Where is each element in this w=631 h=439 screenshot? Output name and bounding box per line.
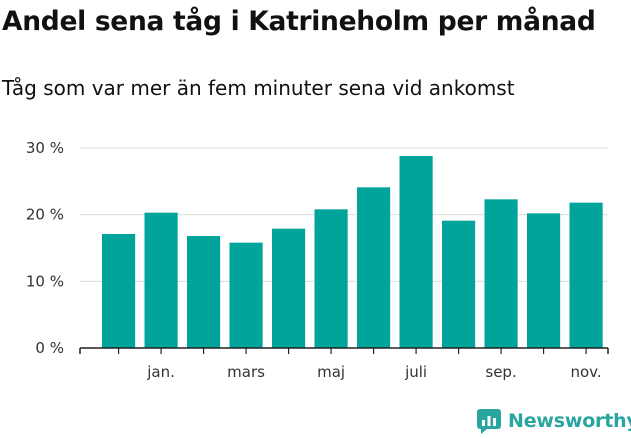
y-tick-label: 30 % (26, 139, 64, 157)
bar (229, 242, 263, 348)
bar (144, 212, 178, 348)
x-tick-label: juli (404, 363, 427, 381)
chart-subtitle: Tåg som var mer än fem minuter sena vid … (2, 76, 515, 100)
bar (102, 234, 136, 348)
y-tick-label: 0 % (35, 339, 64, 357)
y-tick-label: 10 % (26, 272, 64, 290)
brand-logo: Newsworthy (476, 408, 631, 434)
bar (569, 202, 603, 348)
x-tick-label: mars (227, 363, 265, 381)
bar (357, 187, 391, 348)
bar (187, 236, 221, 348)
x-tick-label: sep. (485, 363, 516, 381)
x-tick-label: maj (317, 363, 345, 381)
bar (484, 199, 518, 348)
bar (442, 220, 476, 348)
x-tick-label: jan. (146, 363, 175, 381)
bar (314, 209, 348, 348)
brand-name: Newsworthy (508, 410, 631, 432)
y-tick-label: 20 % (26, 206, 64, 224)
bar (527, 213, 561, 348)
chart-title: Andel sena tåg i Katrineholm per månad (2, 6, 596, 37)
bar (399, 156, 433, 348)
newsworthy-logo-icon (477, 409, 501, 434)
x-tick-label: nov. (570, 363, 601, 381)
bar (272, 228, 306, 348)
